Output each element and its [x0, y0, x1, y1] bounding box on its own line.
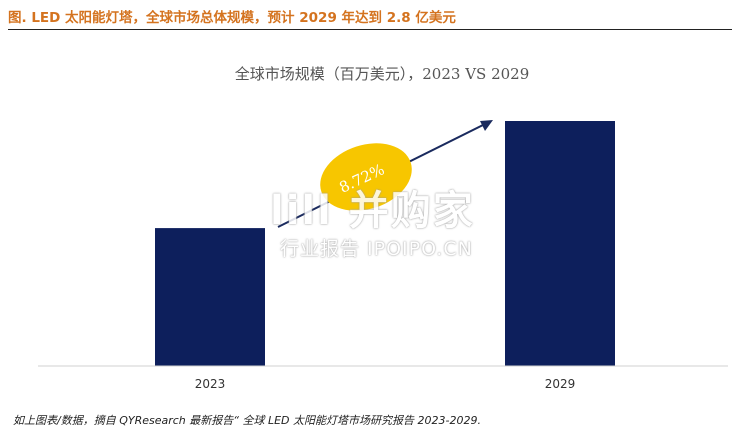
growth-arrowhead-icon: [480, 120, 493, 131]
x-tick-labels: 2023 2029: [195, 377, 576, 391]
bar-2029: [505, 121, 615, 366]
caption-divider: [8, 29, 732, 30]
chart-title: 全球市场规模（百万美元），2023 VS 2029: [235, 65, 530, 83]
source-note: 如上图表/数据，摘自 QYResearch 最新报告“ 全球 LED 太阳能灯塔…: [13, 414, 481, 427]
watermark-logo-text: lill 并购家: [270, 188, 475, 234]
growth-rate-badge: [320, 143, 412, 211]
bar-2023: [155, 228, 265, 366]
x-tick-label-2029: 2029: [545, 377, 576, 391]
growth-annotation: 8.72%: [277, 120, 493, 228]
bars-group: [155, 121, 615, 366]
watermark-subtext: 行业报告 IPOIPO.CN: [280, 238, 473, 260]
watermark: lill 并购家 行业报告 IPOIPO.CN: [262, 178, 492, 268]
figure-caption: 图. LED 太阳能灯塔，全球市场总体规模，预计 2029 年达到 2.8 亿美…: [8, 10, 456, 26]
x-tick-label-2023: 2023: [195, 377, 226, 391]
